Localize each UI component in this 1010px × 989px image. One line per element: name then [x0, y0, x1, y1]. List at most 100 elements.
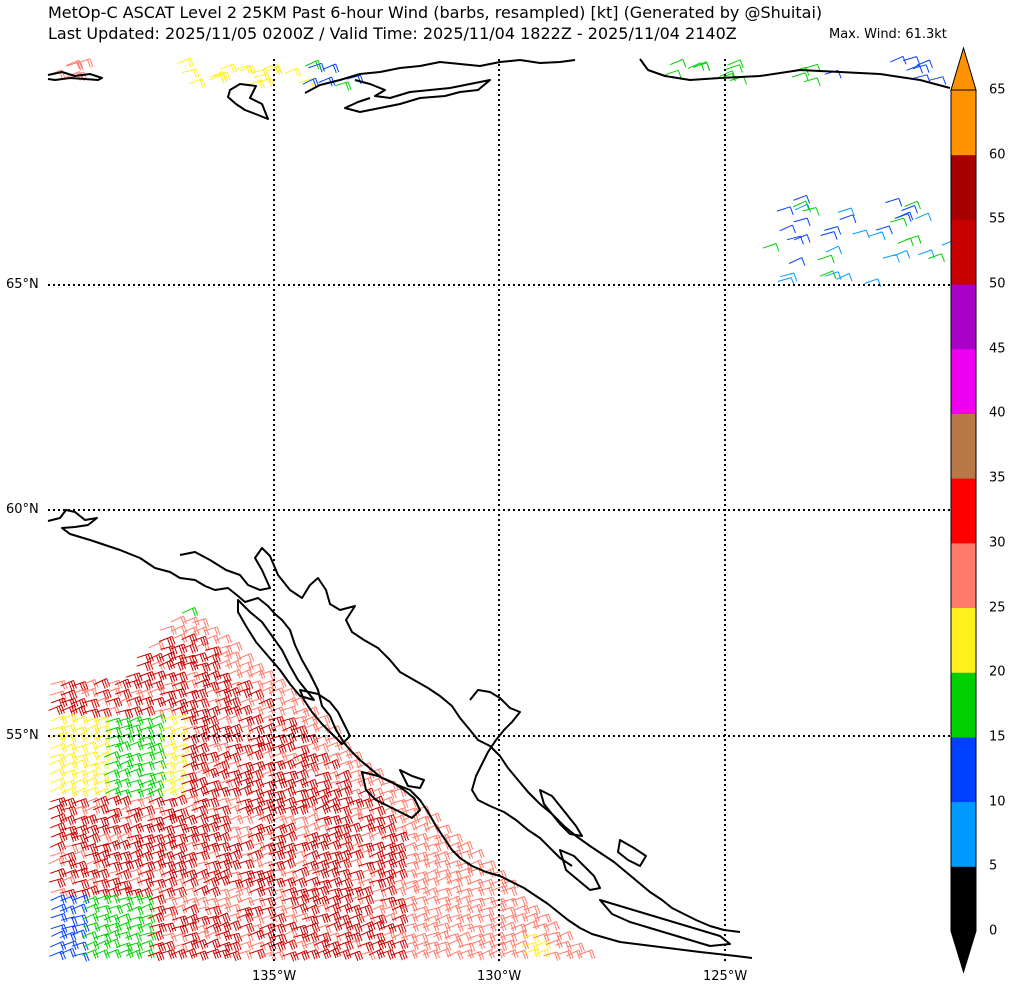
wind-barb: [138, 761, 156, 771]
wind-barb: [59, 931, 77, 942]
wind-barb: [125, 932, 142, 943]
wind-barb: [71, 681, 89, 692]
wind-barb: [215, 714, 233, 725]
wind-barb: [252, 68, 270, 78]
wind-barb: [224, 697, 242, 708]
wind-barb: [337, 921, 354, 932]
wind-barb: [281, 696, 299, 707]
wind-barb: [204, 670, 222, 682]
wind-barb: [172, 807, 190, 818]
wind-barb: [127, 848, 144, 860]
coastline-main: [47, 509, 753, 959]
wind-barb: [227, 814, 244, 825]
wind-barb: [191, 752, 209, 763]
wind-barb: [204, 930, 222, 941]
wind-barb: [136, 850, 154, 862]
colorbar-tick-label: 30: [989, 535, 1006, 551]
wind-barb: [445, 885, 463, 895]
wind-barb: [345, 939, 362, 949]
wind-barb: [224, 903, 242, 914]
wind-barb: [368, 850, 386, 862]
wind-barb: [326, 851, 344, 862]
wind-barb: [839, 214, 857, 223]
wind-barb: [345, 858, 363, 868]
wind-barb: [160, 672, 178, 683]
wind-barb: [226, 842, 243, 853]
wind-barb: [160, 896, 178, 907]
wind-barb: [94, 849, 111, 861]
wind-barb: [72, 922, 90, 933]
wind-barb: [903, 56, 921, 65]
wind-barb: [302, 887, 320, 898]
wind-barb: [215, 921, 232, 933]
wind-barb: [103, 769, 121, 779]
wind-barb: [335, 779, 353, 790]
wind-barb: [149, 894, 166, 905]
wind-barb: [216, 732, 234, 744]
wind-barb: [269, 923, 287, 934]
wind-barb: [336, 886, 355, 897]
wind-barb: [258, 741, 275, 753]
wind-barb: [72, 715, 89, 726]
wind-barb: [149, 849, 166, 860]
lat-label-55: 55°N: [6, 728, 39, 743]
wind-barb: [117, 860, 135, 871]
wind-barb: [183, 932, 201, 943]
wind-barb: [279, 759, 296, 770]
wind-barb: [369, 939, 387, 951]
wind-barb: [83, 708, 101, 719]
wind-barb: [126, 752, 143, 763]
lon-label-125w: 125°W: [703, 969, 748, 984]
wind-barb: [301, 915, 319, 926]
wind-barb: [192, 850, 211, 861]
wind-barb: [293, 841, 311, 852]
wind-barb: [147, 912, 165, 923]
wind-barb: [293, 949, 310, 961]
wind-barb: [915, 212, 932, 222]
wind-barb: [106, 832, 123, 843]
wind-barb: [125, 949, 143, 960]
wind-barb: [347, 812, 364, 823]
wind-barb: [136, 717, 154, 727]
wind-barb: [727, 59, 744, 68]
coastline-islands-6: [599, 899, 731, 947]
wind-barb: [852, 229, 870, 239]
wind-barb: [556, 949, 574, 960]
wind-barb: [159, 949, 177, 960]
wind-barb: [93, 858, 111, 869]
wind-barb: [389, 814, 407, 825]
wind-barb: [323, 759, 341, 770]
wind-barb: [664, 69, 682, 79]
wind-barb: [336, 931, 354, 942]
wind-barb: [897, 237, 914, 247]
wind-barb: [368, 920, 386, 931]
wind-barb: [82, 776, 99, 787]
wind-barb: [126, 923, 144, 934]
wind-barb: [180, 858, 198, 869]
wind-barb: [521, 942, 539, 952]
wind-barb: [302, 77, 319, 88]
wind-barb: [433, 930, 450, 941]
wind-barb: [258, 686, 275, 697]
wind-barb: [215, 688, 233, 699]
map-title: MetOp-C ASCAT Level 2 25KM Past 6-hour W…: [48, 3, 823, 22]
wind-barb: [191, 652, 209, 663]
wind-barb: [370, 914, 388, 925]
wind-barb: [479, 923, 497, 933]
wind-barb: [248, 929, 265, 941]
wind-barb: [433, 851, 451, 861]
wind-barb: [303, 904, 320, 916]
wind-barb: [83, 869, 101, 880]
wind-barb: [169, 688, 187, 699]
wind-barb: [213, 71, 231, 81]
wind-barb: [791, 72, 809, 81]
wind-barb: [138, 861, 156, 872]
wind-barb: [303, 922, 321, 933]
coastline-inner-2: [469, 689, 573, 867]
coastline-inner-1: [179, 547, 741, 933]
wind-barb: [293, 933, 311, 944]
wind-barb: [62, 869, 79, 880]
wind-barb: [312, 868, 330, 879]
wind-barb: [817, 254, 835, 264]
